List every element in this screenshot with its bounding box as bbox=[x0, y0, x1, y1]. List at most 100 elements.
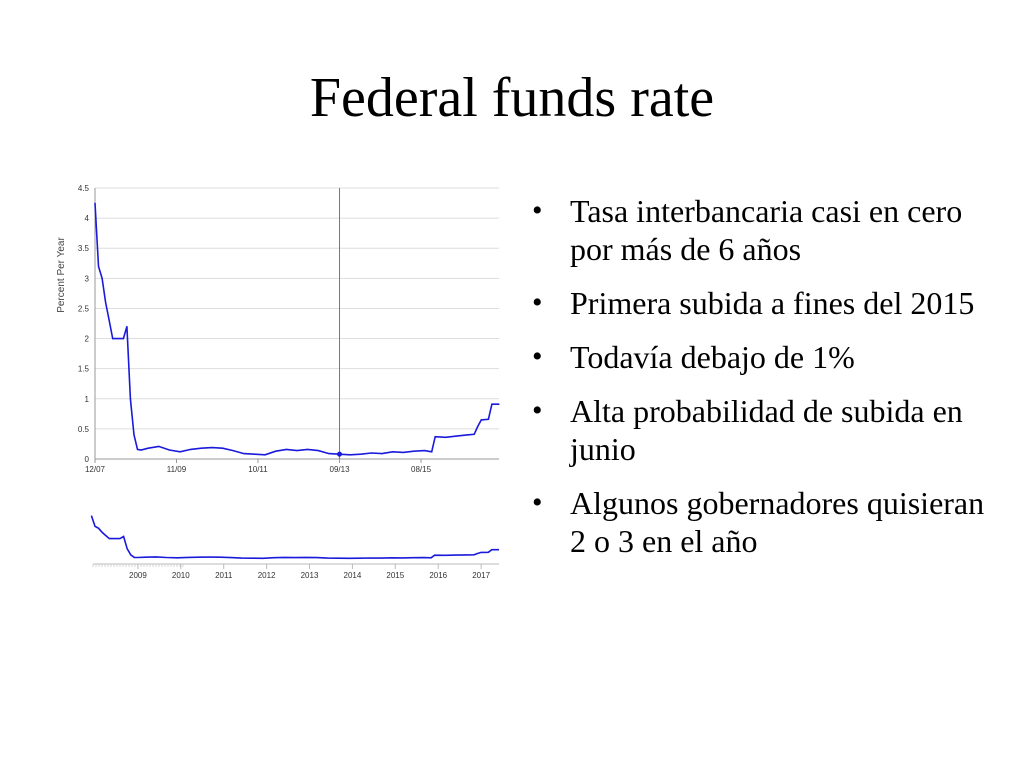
data-point bbox=[140, 449, 142, 451]
y-tick-label: 3.5 bbox=[78, 244, 90, 253]
data-point bbox=[253, 453, 256, 455]
bullet-item: • Todavía debajo de 1% bbox=[528, 338, 998, 376]
bullet-item: • Alta probabilidad de subida en junio bbox=[528, 392, 998, 468]
y-tick-label: 2 bbox=[85, 335, 90, 344]
grid-lines bbox=[95, 187, 499, 460]
data-point bbox=[434, 436, 436, 438]
data-point bbox=[147, 447, 149, 449]
bullet-list: • Tasa interbancaria casi en cero por más… bbox=[528, 192, 998, 576]
x-tick-label: 10/11 bbox=[248, 465, 268, 474]
navigator-tick-label: 2010 bbox=[172, 571, 190, 580]
data-point bbox=[381, 452, 383, 455]
data-point bbox=[317, 449, 319, 452]
data-point bbox=[392, 451, 394, 453]
y-tick-label: 0.5 bbox=[78, 425, 90, 434]
y-axis: 0 0.5 1 1.5 2 2.5 3 3.5 4 4.5 bbox=[78, 184, 96, 464]
data-point bbox=[491, 403, 493, 405]
navigator: 2009 2010 2011 2012 2013 2014 2015 2016 2017 bbox=[90, 515, 499, 580]
data-point bbox=[445, 436, 447, 438]
data-point bbox=[179, 451, 181, 453]
y-tick-label: 0 bbox=[85, 455, 90, 464]
data-point bbox=[264, 454, 266, 456]
data-point bbox=[232, 449, 234, 452]
data-point bbox=[136, 448, 139, 450]
bullet-icon: • bbox=[532, 394, 543, 427]
bullet-text: Primera subida a fines del 2015 bbox=[570, 285, 975, 321]
y-axis-label: Percent Per Year bbox=[56, 237, 67, 313]
slide-title: Federal funds rate bbox=[309, 67, 715, 129]
data-point bbox=[122, 337, 124, 340]
data-point bbox=[455, 435, 458, 437]
data-point bbox=[221, 447, 224, 449]
data-point bbox=[402, 451, 404, 453]
data-point bbox=[307, 448, 309, 450]
x-tick-label: 09/13 bbox=[330, 465, 351, 474]
data-point bbox=[97, 265, 100, 267]
data-point bbox=[108, 319, 110, 322]
data-point bbox=[94, 202, 96, 204]
data-point bbox=[349, 454, 351, 456]
x-axis: 12/07 11/09 10/11 09/13 08/15 bbox=[85, 458, 499, 474]
bullet-icon: • bbox=[532, 340, 543, 373]
data-point bbox=[158, 445, 160, 447]
data-point bbox=[413, 450, 415, 452]
rate-series-line bbox=[94, 203, 499, 456]
data-points bbox=[94, 202, 500, 456]
data-point bbox=[477, 425, 479, 428]
navigator-tick-label: 2016 bbox=[429, 571, 447, 580]
data-point bbox=[431, 451, 433, 453]
y-tick-label: 2.5 bbox=[78, 304, 90, 313]
data-point bbox=[168, 449, 171, 451]
data-point bbox=[200, 447, 202, 449]
data-point bbox=[275, 450, 277, 452]
data-point bbox=[133, 434, 135, 436]
data-point bbox=[487, 418, 489, 420]
data-point bbox=[498, 403, 500, 405]
navigator-tick-label: 2013 bbox=[301, 571, 319, 580]
data-point bbox=[112, 337, 114, 340]
x-tick-label: 11/09 bbox=[167, 465, 187, 474]
bullet-icon: • bbox=[532, 194, 543, 227]
data-point bbox=[105, 301, 107, 304]
bullet-text: Todavía debajo de 1% bbox=[570, 339, 855, 375]
data-point bbox=[473, 433, 475, 435]
data-point bbox=[126, 325, 128, 328]
data-point bbox=[243, 452, 245, 455]
bullet-icon: • bbox=[532, 286, 543, 319]
data-point bbox=[211, 446, 213, 449]
data-point bbox=[285, 448, 287, 450]
y-tick-label: 4.5 bbox=[78, 184, 90, 193]
bullet-item: • Algunos gobernadores quisieran 2 o 3 en… bbox=[528, 484, 998, 560]
bullet-icon: • bbox=[532, 486, 543, 519]
navigator-tick-label: 2014 bbox=[344, 571, 362, 580]
data-point bbox=[190, 448, 192, 450]
navigator-series-line bbox=[90, 515, 499, 560]
bullet-text: Tasa interbancaria casi en cero por más … bbox=[570, 193, 963, 267]
data-point bbox=[115, 337, 117, 340]
data-point bbox=[328, 452, 330, 455]
y-tick-label: 4 bbox=[85, 214, 90, 223]
navigator-tick-label: 2015 bbox=[386, 571, 404, 580]
bullet-item: • Primera subida a fines del 2015 bbox=[528, 284, 998, 322]
navigator-tick-label: 2009 bbox=[129, 571, 147, 580]
data-point bbox=[338, 453, 341, 455]
navigator-tick-label: 2011 bbox=[215, 571, 233, 580]
data-point bbox=[370, 452, 373, 454]
y-tick-label: 1 bbox=[85, 395, 90, 404]
data-point bbox=[296, 449, 298, 452]
data-point bbox=[129, 398, 132, 400]
data-point bbox=[480, 419, 482, 421]
y-tick-label: 1.5 bbox=[78, 365, 90, 374]
bullet-text: Alta probabilidad de subida en junio bbox=[570, 393, 963, 467]
y-tick-label: 3 bbox=[85, 274, 90, 283]
bullet-text: Algunos gobernadores quisieran 2 o 3 en … bbox=[570, 485, 985, 559]
navigator-tick-label: 2017 bbox=[472, 571, 490, 580]
fed-funds-chart[interactable]: 0 0.5 1 1.5 2 2.5 3 3.5 4 4.5 12/07 11/09 10/11 09/1… bbox=[50, 178, 510, 588]
bullet-item: • Tasa interbancaria casi en cero por más… bbox=[528, 192, 998, 268]
data-point bbox=[423, 449, 426, 452]
navigator-tick-label: 2012 bbox=[258, 571, 276, 580]
data-point bbox=[101, 277, 103, 279]
data-point bbox=[466, 434, 468, 436]
data-point bbox=[119, 337, 121, 340]
x-tick-label: 12/07 bbox=[85, 465, 106, 474]
